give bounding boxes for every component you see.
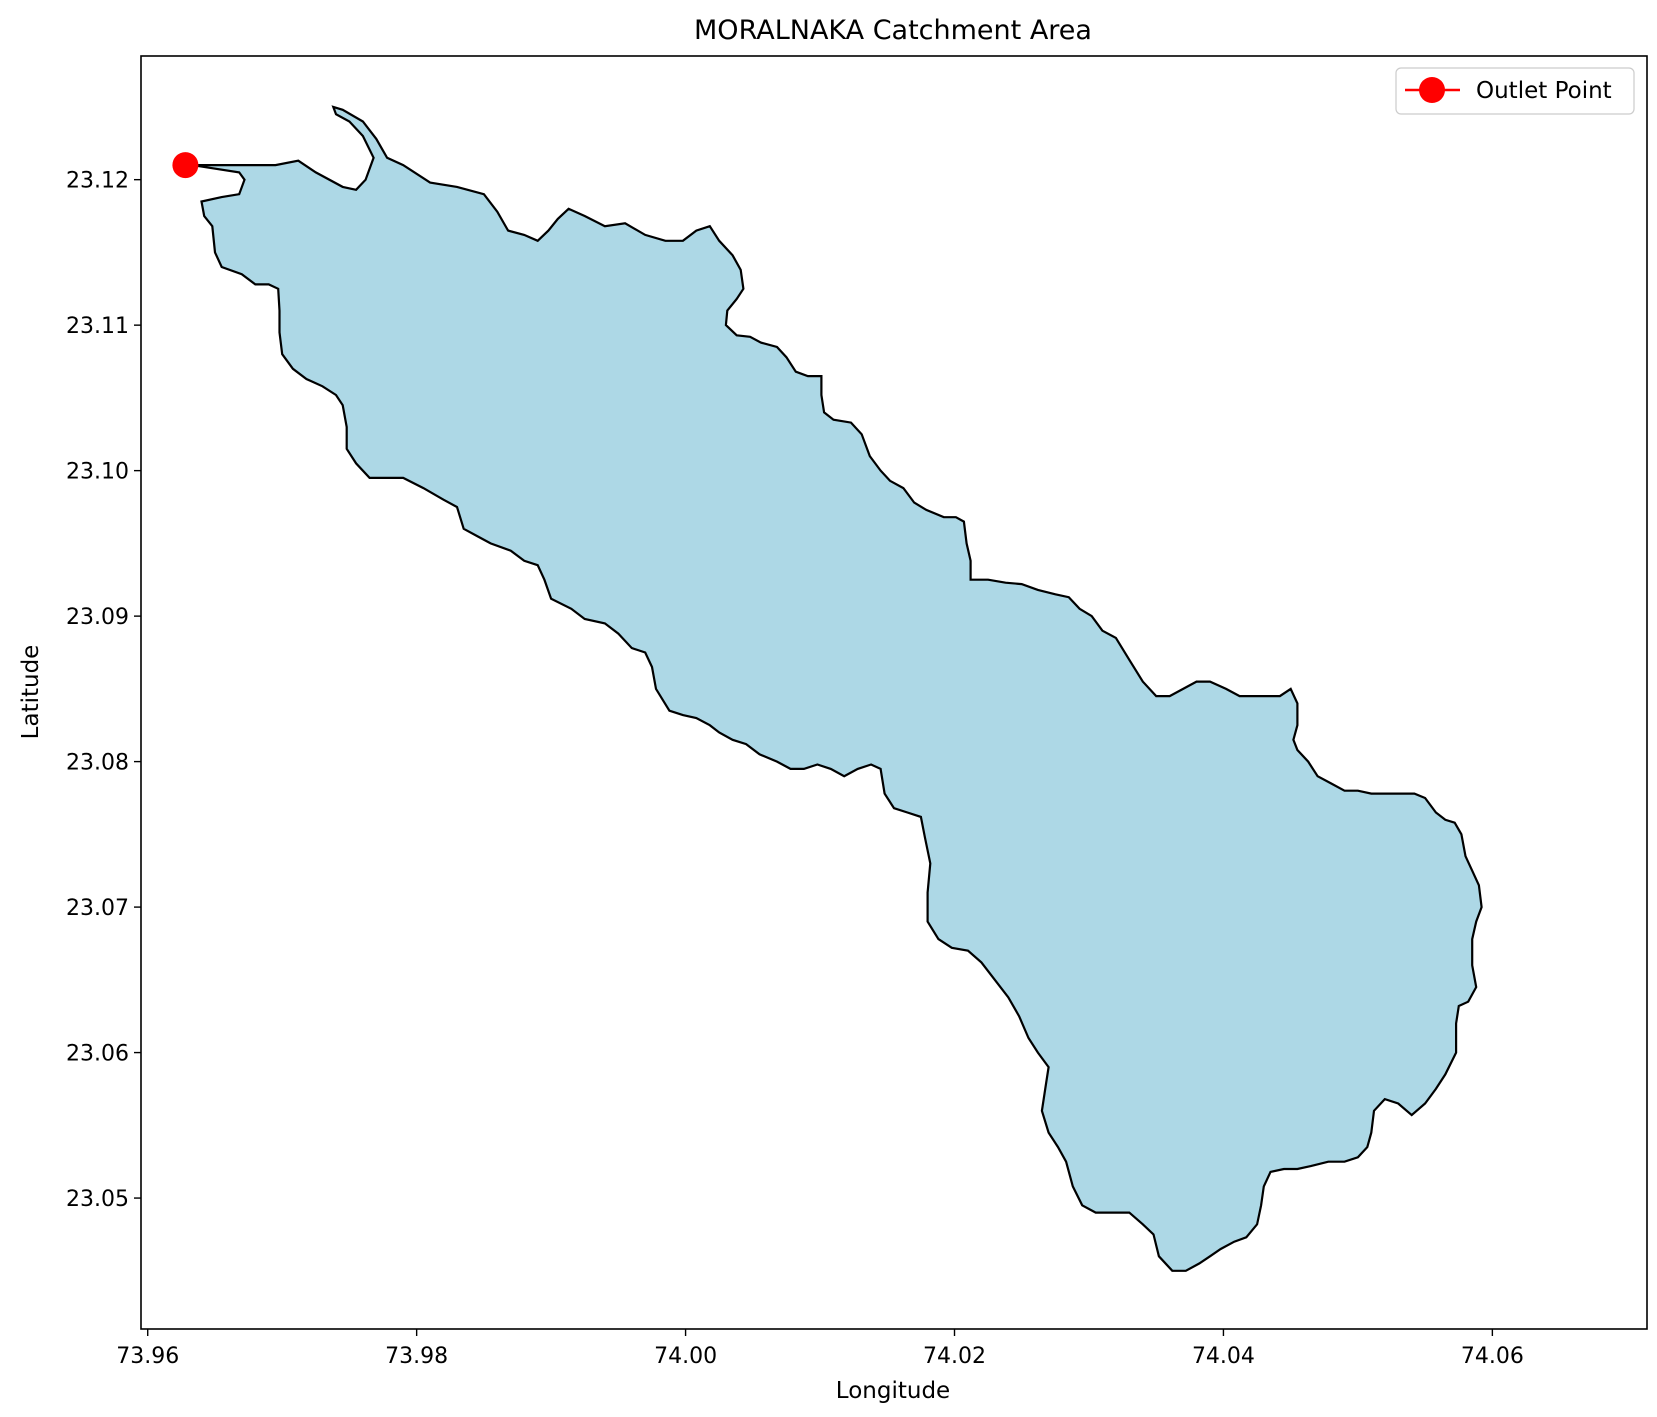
y-tick-label: 23.09 [66, 605, 129, 630]
y-axis: 23.05 23.06 23.07 23.08 23.09 23.10 23.11 23.12 [66, 169, 141, 1212]
y-tick-label: 23.05 [66, 1187, 129, 1212]
x-tick-label: 73.96 [116, 1344, 179, 1369]
y-axis-title: Latitude [18, 645, 44, 740]
legend-box [1395, 67, 1635, 115]
y-tick-label: 23.07 [66, 896, 129, 921]
y-tick-label: 23.10 [66, 460, 129, 485]
outlet-point [172, 152, 199, 179]
y-tick-label: 23.12 [66, 169, 129, 194]
x-axis: 73.96 73.98 74.00 74.02 74.04 74.06 [116, 1329, 1524, 1369]
x-tick-label: 74.06 [1461, 1344, 1524, 1369]
catchment-polygon [191, 105, 1483, 1272]
chart-title: MORALNAKA Catchment Area [694, 15, 1092, 46]
y-tick-label: 23.06 [66, 1042, 129, 1067]
legend-marker [1419, 77, 1445, 103]
x-tick-label: 73.98 [385, 1344, 448, 1369]
plot-frame [140, 55, 1648, 1330]
y-tick-label: 23.08 [66, 751, 129, 776]
legend-label-outlet-point: Outlet Point [1476, 78, 1612, 104]
x-tick-label: 74.00 [654, 1344, 717, 1369]
x-axis-title: Longitude [836, 1378, 950, 1404]
plot-area [141, 56, 1647, 1329]
y-tick-label: 23.11 [66, 314, 129, 339]
legend: Outlet Point [1395, 67, 1635, 115]
x-tick-label: 74.04 [1192, 1344, 1255, 1369]
x-tick-label: 74.02 [923, 1344, 986, 1369]
